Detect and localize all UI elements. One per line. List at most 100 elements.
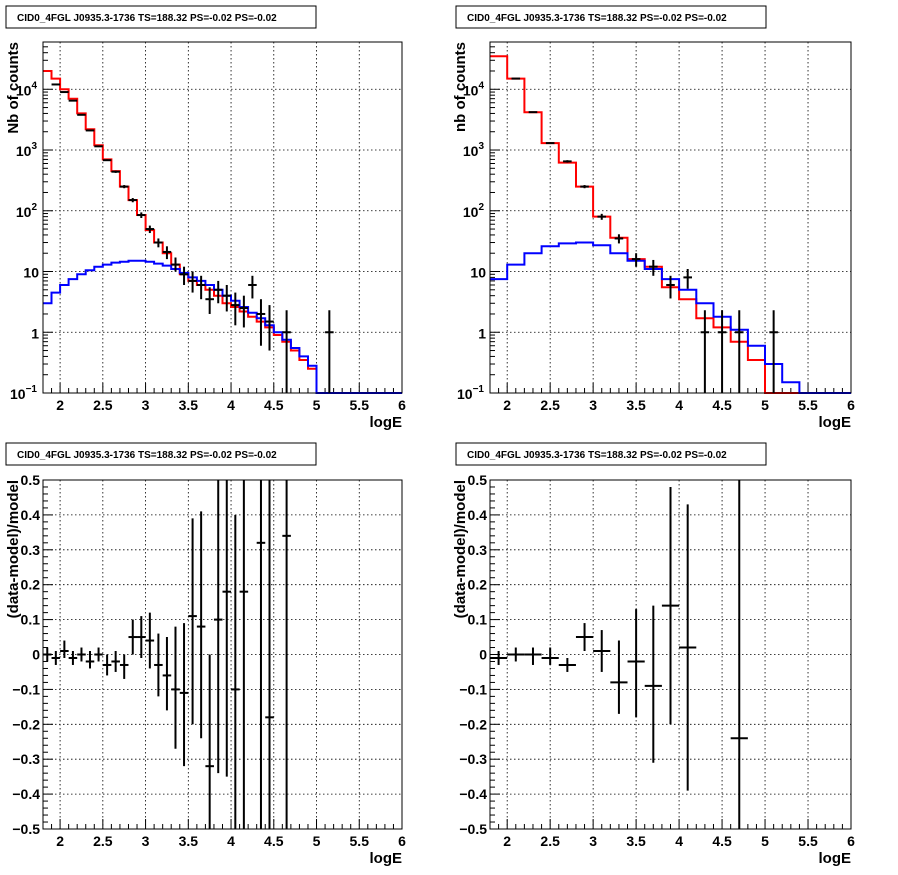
x-axis-label: logE	[819, 414, 852, 431]
data-point	[162, 637, 172, 711]
data-point	[631, 253, 641, 267]
y-tick-label: 10−1	[10, 384, 37, 402]
y-axis-label: Nb of counts	[5, 42, 22, 134]
data-point	[196, 511, 206, 739]
data-point	[128, 198, 138, 203]
data-point	[256, 480, 266, 829]
y-tick-label: −0.1	[459, 681, 487, 697]
data-point	[77, 647, 86, 662]
data-point	[68, 651, 78, 665]
x-tick-label: 3	[589, 833, 597, 849]
data-point	[213, 280, 223, 304]
data-point	[145, 612, 155, 669]
x-axis-label: logE	[819, 850, 852, 867]
x-tick-label: 5	[761, 833, 769, 849]
data-point	[248, 275, 257, 299]
y-tick-label: −0.4	[459, 786, 487, 802]
y-tick-label: 1	[31, 325, 39, 341]
y-tick-label: 0.3	[21, 542, 41, 558]
data-point	[717, 310, 727, 393]
data-point	[102, 654, 112, 676]
y-tick-label: −0.1	[12, 681, 40, 697]
y-tick-label: 102	[16, 202, 38, 220]
data-point	[661, 486, 680, 725]
x-tick-label: 5.5	[350, 833, 370, 849]
data-point	[154, 633, 163, 697]
y-tick-label: 0.5	[468, 472, 488, 488]
x-tick-label: 5.5	[798, 833, 818, 849]
data-point	[614, 234, 624, 244]
data-point	[282, 310, 291, 393]
y-tick-label: −0.4	[12, 786, 40, 802]
data-point	[119, 185, 129, 189]
data-point	[196, 275, 206, 300]
data-point	[111, 651, 120, 672]
x-tick-label: 4.5	[712, 397, 732, 413]
x-tick-label: 4	[675, 833, 683, 849]
y-tick-label: 10	[23, 265, 39, 281]
series-line-1	[490, 55, 851, 394]
chart-title: CID0_4FGL J0935.3-1736 TS=188.32 PS=-0.0…	[467, 13, 727, 24]
y-tick-label: 0	[479, 647, 487, 663]
data-point	[734, 310, 744, 393]
data-point	[85, 651, 95, 669]
data-point	[68, 99, 78, 102]
y-tick-label: 102	[463, 202, 485, 220]
data-point	[111, 170, 120, 173]
x-tick-label: 3.5	[179, 397, 199, 413]
data-point	[593, 630, 611, 672]
y-tick-label: 10	[470, 265, 486, 281]
data-point	[154, 238, 163, 248]
x-tick-label: 4.5	[712, 833, 732, 849]
data-point	[580, 185, 589, 189]
y-tick-label: −0.3	[459, 751, 487, 767]
data-point	[511, 77, 521, 80]
x-tick-label: 6	[398, 833, 406, 849]
data-point	[145, 225, 155, 234]
data-point	[700, 310, 710, 393]
x-tick-label: 4	[675, 397, 683, 413]
data-point	[528, 111, 538, 114]
data-point	[60, 640, 69, 658]
x-tick-label: 5	[313, 397, 321, 413]
data-point	[60, 91, 69, 94]
data-point	[769, 310, 778, 393]
grid	[490, 42, 852, 393]
data-points	[43, 480, 291, 829]
data-point	[683, 268, 692, 289]
x-tick-label: 2	[56, 833, 64, 849]
y-axis-label: (data-model)/model	[5, 480, 22, 618]
data-point	[563, 160, 572, 163]
data-point	[627, 609, 645, 718]
data-point	[666, 275, 675, 299]
data-point	[597, 213, 607, 220]
x-tick-label: 5.5	[350, 397, 370, 413]
tick-marks	[489, 479, 852, 830]
y-tick-label: −0.5	[459, 821, 487, 837]
data-point	[239, 480, 249, 829]
x-tick-label: 2	[503, 397, 511, 413]
tick-marks	[489, 41, 852, 394]
y-tick-label: 104	[16, 80, 38, 98]
y-tick-label: −0.5	[12, 821, 40, 837]
data-point	[679, 504, 697, 791]
y-tick-label: −0.2	[12, 716, 40, 732]
data-point	[222, 284, 232, 312]
data-point	[524, 647, 542, 665]
data-point	[94, 647, 103, 662]
x-tick-label: 3	[589, 397, 597, 413]
series-line-2	[43, 259, 402, 394]
panel-3: CID0_4FGL J0935.3-1736 TS=188.32 PS=-0.0…	[5, 442, 406, 867]
data-point	[730, 480, 748, 829]
y-tick-label: 0.1	[21, 612, 41, 628]
x-tick-label: 6	[847, 833, 855, 849]
y-tick-label: 0.5	[21, 472, 41, 488]
x-tick-label: 6	[847, 397, 855, 413]
data-point	[558, 657, 576, 672]
y-tick-label: −0.2	[459, 716, 487, 732]
y-tick-label: 104	[463, 80, 485, 98]
data-point	[507, 647, 525, 662]
y-tick-label: 0.4	[21, 507, 41, 523]
data-point	[222, 480, 232, 777]
chart-title: CID0_4FGL J0935.3-1736 TS=188.32 PS=-0.0…	[17, 13, 277, 24]
